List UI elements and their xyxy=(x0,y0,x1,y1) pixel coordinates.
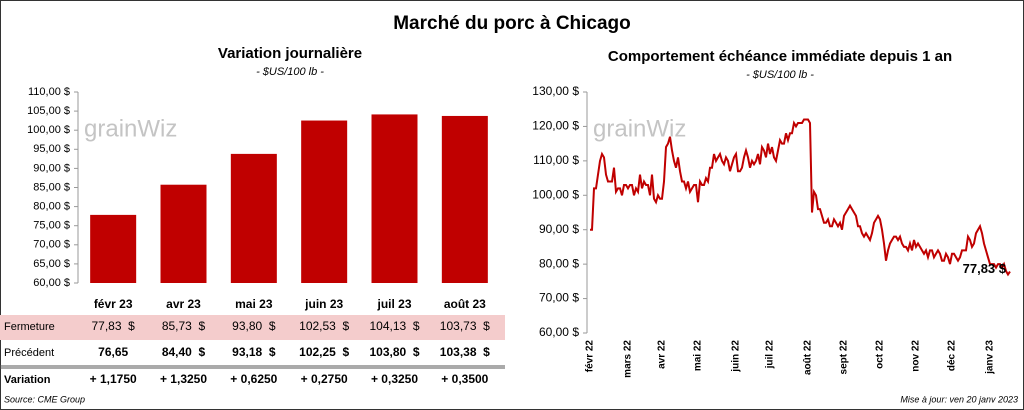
y-tick-label: 65,00 $ xyxy=(33,258,70,270)
table-cell: + 1,1750 xyxy=(90,372,137,386)
table-cell: + 0,3500 xyxy=(441,372,488,386)
table-cell: + 0,2750 xyxy=(301,372,348,386)
table-cell: 103,38 $ xyxy=(440,345,490,359)
y-tick-label: 60,00 $ xyxy=(33,277,70,289)
x-tick-label: juil 23 xyxy=(376,297,411,311)
row-label: Précédent xyxy=(4,347,54,359)
chart-title: Variation journalière xyxy=(218,45,362,62)
y-tick-label: 100,00 $ xyxy=(532,187,579,201)
bar xyxy=(160,184,207,283)
table-cell: 103,80 $ xyxy=(369,345,419,359)
x-tick-label: mai 23 xyxy=(235,297,273,311)
y-tick-label: 60,00 $ xyxy=(539,325,579,339)
price-line xyxy=(590,118,1011,277)
table-cell: 76,65 xyxy=(98,345,128,359)
x-tick-label: sept 22 xyxy=(839,340,850,375)
table-cell: 102,53 $ xyxy=(299,319,349,333)
bar xyxy=(301,120,348,283)
watermark: grainWiz xyxy=(84,115,177,142)
x-tick-label: déc 22 xyxy=(947,340,958,372)
page-title: Marché du porc à Chicago xyxy=(393,13,631,34)
chart-subtitle: - $US/100 lb - xyxy=(746,69,814,81)
y-tick-label: 110,00 $ xyxy=(533,153,579,167)
x-tick-label: mars 22 xyxy=(623,340,634,378)
y-tick-label: 90,00 $ xyxy=(33,162,70,174)
y-tick-label: 70,00 $ xyxy=(539,291,579,305)
y-tick-label: 90,00 $ xyxy=(539,222,579,236)
x-tick-label: nov 22 xyxy=(911,340,922,372)
chart-title: Comportement échéance immédiate depuis 1… xyxy=(608,48,952,65)
x-tick-label: févr 22 xyxy=(585,340,596,373)
x-tick-label: avr 23 xyxy=(166,297,201,311)
table-cell: 102,25 $ xyxy=(299,345,349,359)
row-label: Fermeture xyxy=(4,321,55,333)
highlight-row xyxy=(0,315,505,340)
source: Source: CME Group xyxy=(4,394,85,404)
y-tick-label: 80,00 $ xyxy=(539,256,579,270)
chart-subtitle: - $US/100 lb - xyxy=(256,66,324,78)
table-cell: 84,40 $ xyxy=(162,345,206,359)
bar xyxy=(90,214,137,283)
update-note: Mise à jour: ven 20 janv 2023 xyxy=(900,394,1018,404)
y-tick-label: 75,00 $ xyxy=(33,220,70,232)
x-tick-label: janv 23 xyxy=(985,340,996,375)
x-tick-label: avr 22 xyxy=(657,340,668,369)
table-cell: 93,18 $ xyxy=(232,345,276,359)
x-tick-label: juin 23 xyxy=(304,297,343,311)
y-tick-label: 70,00 $ xyxy=(33,239,70,251)
y-tick-label: 80,00 $ xyxy=(33,201,70,213)
bar xyxy=(230,153,277,283)
table-cell: + 0,3250 xyxy=(371,372,418,386)
bar xyxy=(441,115,488,283)
y-tick-label: 110,00 $ xyxy=(28,86,70,98)
table-cell: 103,73 $ xyxy=(440,319,490,333)
y-tick-label: 130,00 $ xyxy=(532,84,579,98)
end-annotation: 77,83 $ xyxy=(963,261,1007,276)
y-tick-label: 100,00 $ xyxy=(27,124,70,136)
table-cell: 85,73 $ xyxy=(162,319,206,333)
x-tick-label: févr 23 xyxy=(94,297,133,311)
y-tick-label: 95,00 $ xyxy=(33,143,70,155)
table-cell: + 0,6250 xyxy=(230,372,277,386)
watermark: grainWiz xyxy=(593,115,686,142)
table-cell: 93,80 $ xyxy=(232,319,276,333)
y-tick-label: 85,00 $ xyxy=(33,181,70,193)
x-tick-label: juin 22 xyxy=(731,340,742,373)
bar xyxy=(371,114,418,283)
x-tick-label: oct 22 xyxy=(875,340,886,369)
x-tick-label: mai 22 xyxy=(693,340,704,372)
table-cell: 104,13 $ xyxy=(369,319,419,333)
row-label: Variation xyxy=(4,374,51,386)
y-tick-label: 120,00 $ xyxy=(532,119,579,133)
table-cell: 77,83 $ xyxy=(91,319,135,333)
table-cell: + 1,3250 xyxy=(160,372,207,386)
y-tick-label: 105,00 $ xyxy=(27,105,70,117)
x-tick-label: août 23 xyxy=(444,297,486,311)
x-tick-label: août 22 xyxy=(803,340,814,375)
x-tick-label: juil 22 xyxy=(765,340,776,370)
